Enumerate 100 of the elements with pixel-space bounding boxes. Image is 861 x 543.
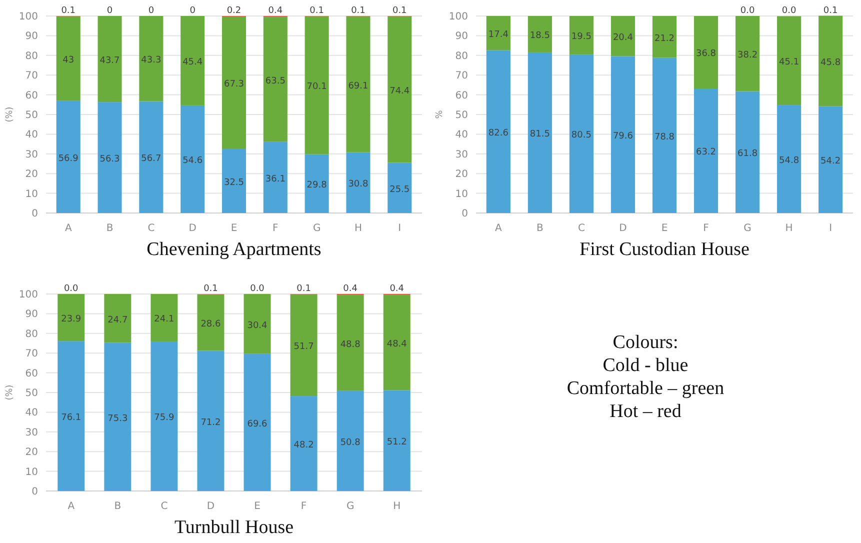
x-tick-label: F — [272, 223, 279, 234]
data-label: 30.8 — [348, 180, 369, 190]
y-tick-label: 90 — [25, 31, 38, 42]
bar — [139, 16, 164, 102]
data-label: 0 — [106, 6, 113, 16]
data-label: 50.8 — [340, 438, 361, 448]
bar — [486, 16, 510, 50]
bar — [346, 16, 370, 152]
bar — [694, 88, 718, 213]
y-tick-label: 40 — [25, 130, 38, 141]
bar — [244, 294, 271, 354]
data-label: 0.1 — [392, 6, 407, 16]
data-label: 0.0 — [250, 284, 265, 294]
data-label: 61.8 — [738, 149, 758, 160]
x-tick-label: F — [703, 223, 710, 234]
bar — [569, 16, 594, 54]
x-tick-label: D — [188, 223, 197, 234]
x-tick-label: F — [300, 501, 307, 512]
data-label: 79.6 — [612, 132, 634, 142]
data-label: 45.1 — [779, 58, 800, 68]
data-label: 24.7 — [108, 315, 128, 326]
data-label: 0.1 — [310, 6, 324, 16]
data-label: 0.0 — [782, 6, 796, 16]
bar — [98, 102, 122, 213]
text: Chevening Apartments — [146, 239, 322, 260]
bar — [263, 142, 288, 213]
bar — [150, 341, 178, 491]
data-label: 0.1 — [351, 6, 366, 16]
data-label: 54.8 — [779, 156, 800, 166]
data-label: 51.2 — [386, 438, 407, 448]
data-label: 0 — [190, 6, 196, 16]
bar — [736, 16, 760, 92]
bar — [818, 106, 843, 213]
data-label: 0.1 — [61, 6, 76, 16]
y-axis-title: (%) — [5, 106, 15, 122]
data-label: 0.2 — [226, 6, 242, 16]
bar — [346, 152, 370, 213]
y-tick-label: 60 — [25, 90, 38, 102]
y-axis-title: (%) — [5, 384, 15, 400]
y-tick-label: 60 — [25, 368, 38, 380]
bar — [383, 390, 410, 491]
text: Hot – red — [610, 401, 682, 422]
y-tick-label: 10 — [455, 188, 468, 200]
data-label: 56.9 — [58, 154, 79, 164]
y-tick-label: 90 — [25, 309, 38, 320]
data-label: 0.1 — [296, 284, 311, 294]
y-tick-label: 0 — [32, 486, 38, 498]
bar — [610, 16, 636, 56]
x-tick-label: B — [114, 501, 122, 512]
bar — [777, 105, 802, 213]
data-label: 67.3 — [224, 80, 244, 90]
data-label: 70.1 — [306, 82, 327, 92]
data-label: 43.7 — [100, 56, 120, 66]
bar — [180, 16, 205, 106]
bar — [56, 100, 80, 213]
data-label: 63.2 — [696, 148, 716, 158]
data-label: 69.6 — [247, 419, 268, 430]
y-tick-label: 100 — [18, 12, 38, 22]
data-label: 78.8 — [654, 132, 675, 142]
x-tick-label: B — [536, 223, 544, 234]
y-tick-label: 40 — [455, 130, 468, 141]
x-tick-label: G — [744, 223, 752, 234]
data-label: 19.5 — [571, 32, 592, 42]
x-tick-label: E — [230, 223, 238, 234]
bar — [652, 58, 677, 213]
x-tick-label: A — [68, 501, 75, 512]
x-tick-label: G — [312, 223, 321, 234]
x-tick-label: B — [106, 223, 114, 234]
bar — [336, 294, 364, 391]
bar — [197, 294, 224, 351]
x-tick-label: H — [354, 223, 362, 234]
data-label: 48.4 — [386, 339, 408, 350]
data-label: 80.5 — [571, 130, 592, 141]
text: Comfortable – green — [566, 378, 725, 399]
bar — [388, 162, 412, 213]
bar — [197, 350, 224, 491]
data-label: 76.1 — [61, 413, 82, 424]
data-label: 45.8 — [820, 58, 841, 68]
data-label: 74.4 — [390, 86, 410, 96]
y-tick-label: 20 — [455, 169, 468, 180]
text: Turnbull House — [174, 517, 294, 538]
data-label: 36.8 — [696, 49, 716, 60]
data-label: 28.6 — [200, 320, 222, 330]
y-axis-title: % — [435, 110, 445, 119]
x-tick-label: A — [64, 223, 72, 234]
bar — [58, 341, 85, 491]
bar — [486, 50, 510, 213]
y-tick-label: 30 — [455, 149, 468, 160]
data-label: 0.1 — [823, 6, 838, 16]
bar — [610, 56, 636, 213]
bar — [139, 101, 164, 213]
bar — [652, 16, 677, 58]
data-label: 32.5 — [224, 178, 244, 188]
bar — [290, 396, 318, 491]
data-label: 56.7 — [141, 154, 162, 164]
x-tick-label: I — [398, 223, 402, 234]
x-tick-label: C — [148, 223, 155, 234]
y-tick-label: 30 — [25, 427, 38, 438]
data-label: 20.4 — [612, 33, 634, 44]
data-label: 24.1 — [154, 314, 174, 325]
